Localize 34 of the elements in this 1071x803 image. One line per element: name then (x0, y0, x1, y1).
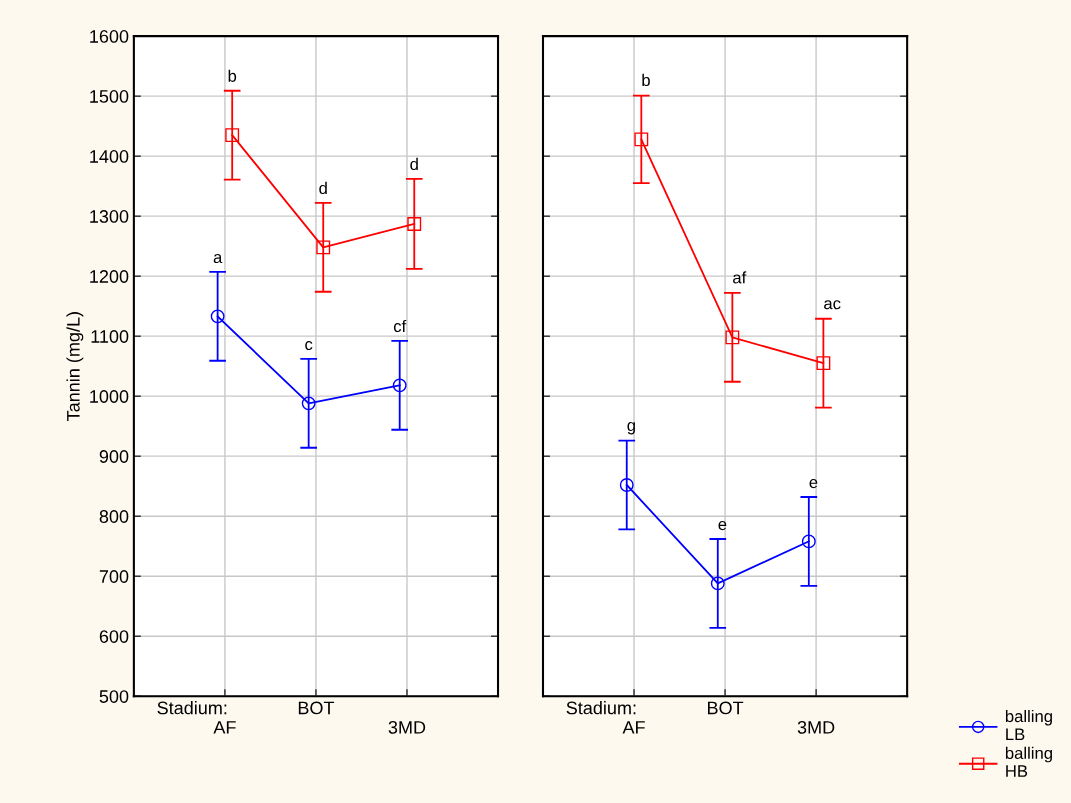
annotation: e (718, 521, 727, 531)
y-tick-label: 800 (99, 510, 129, 523)
annotation: g (627, 422, 635, 435)
x-tick-label: BOT (707, 701, 744, 715)
x-tick-label: 3MD (797, 720, 835, 734)
x-tick-label: AF (622, 721, 645, 734)
annotation: b (228, 69, 237, 82)
annotation: ac (824, 300, 841, 310)
y-tick-label: 500 (99, 690, 129, 703)
y-tick-label: 600 (99, 630, 129, 643)
y-tick-label: 700 (99, 570, 129, 583)
annotation: af (733, 271, 747, 284)
y-tick-label: 1100 (91, 330, 129, 343)
y-tick-label: 900 (99, 450, 129, 463)
y-tick-label: 1200 (90, 270, 129, 283)
y-tick-label: 1000 (90, 390, 129, 403)
y-tick-label: 1300 (90, 210, 129, 223)
annotation: a (213, 253, 223, 264)
x-tick-label: 3MD (388, 720, 426, 734)
annotation: cf (393, 319, 407, 333)
x-tick-label: BOT (298, 701, 335, 715)
annotation: d (410, 157, 418, 171)
x-axis-title: Stadium: (157, 701, 227, 715)
annotation: c (305, 340, 313, 351)
annotation: b (642, 73, 650, 87)
annotation: d (319, 181, 327, 195)
legend-label: balling HB (1005, 746, 1052, 777)
y-tick-label: 1400 (90, 150, 129, 163)
annotation: e (809, 479, 818, 489)
y-tick-label: 1500 (90, 90, 129, 103)
y-tick-label: 1600 (90, 30, 129, 43)
x-axis-title: Stadium: (566, 701, 636, 715)
x-tick-label: AF (213, 721, 236, 734)
y-axis-title: Tannin (mg/L) (66, 312, 84, 421)
